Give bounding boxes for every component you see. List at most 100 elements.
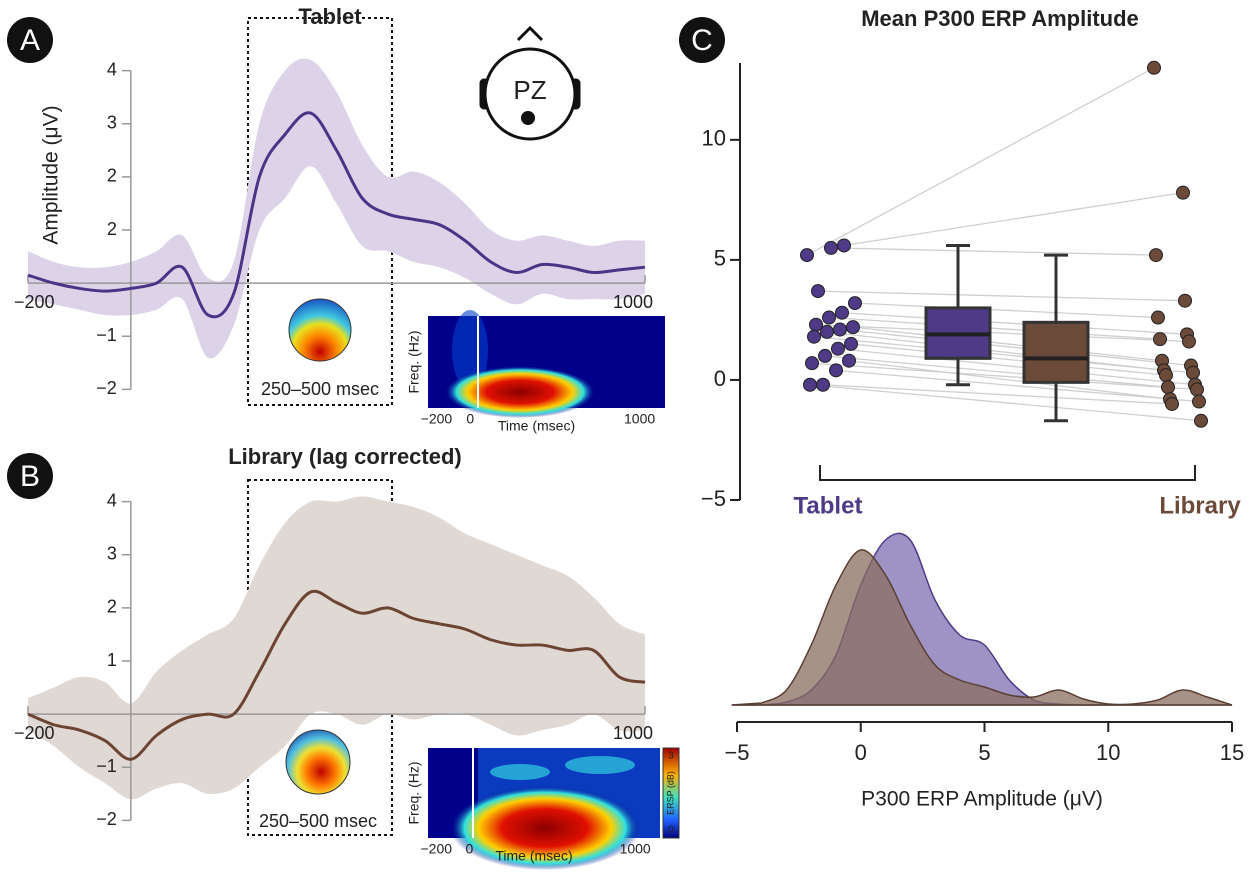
data-point (805, 356, 819, 371)
group-bracket (819, 465, 1196, 481)
data-point (816, 377, 830, 392)
chart-title: Library (lag corrected) (228, 444, 462, 469)
pair-line (824, 355, 1169, 388)
data-point (831, 341, 845, 356)
group-label: Tablet (794, 492, 863, 519)
y-tick-label: 10 (702, 126, 726, 151)
data-point (811, 284, 825, 299)
data-point (1176, 185, 1190, 200)
inset-x-tick-label: 0 (466, 841, 474, 857)
x-tick-label: 1000 (613, 723, 653, 743)
panel-letter: B (20, 460, 40, 493)
pair-line (828, 316, 1161, 340)
data-point (1159, 368, 1173, 383)
pair-line (830, 247, 1157, 256)
y-tick-label: 2 (107, 597, 117, 617)
x-tick-label: 10 (1096, 740, 1120, 765)
data-point (807, 329, 821, 344)
pair-line (817, 290, 1186, 302)
pair-line (826, 331, 1165, 371)
data-point (803, 377, 817, 392)
panel-badge (679, 17, 725, 63)
data-point (1186, 365, 1200, 380)
data-point (1149, 248, 1163, 263)
electrode-icon (479, 25, 581, 141)
inset-x-label: Time (msec) (498, 418, 575, 434)
box (1022, 320, 1090, 384)
pair-line (811, 362, 1198, 391)
data-point (822, 310, 836, 325)
data-point (846, 320, 860, 335)
data-point (1182, 334, 1196, 349)
spectrogram (428, 747, 680, 870)
inset-x-tick-label: −200 (421, 841, 453, 857)
inset-x-tick-label: 0 (466, 411, 474, 427)
topomap (288, 298, 352, 362)
y-tick-label: 0 (714, 366, 726, 391)
electrode-label: PZ (513, 75, 546, 105)
data-point (848, 296, 862, 311)
y-tick-label: 3 (107, 544, 117, 564)
inset-x-tick-label: −200 (421, 411, 453, 427)
y-tick-label: −2 (96, 378, 117, 398)
x-tick-label: 0 (855, 740, 867, 765)
confidence-band (28, 496, 645, 800)
y-tick-label: 1 (107, 650, 117, 670)
y-tick-label: 4 (107, 490, 117, 510)
density-area (731, 549, 1233, 706)
pair-line (854, 302, 1159, 319)
y-tick-label: 5 (714, 246, 726, 271)
spectrogram (428, 310, 665, 418)
data-point (833, 322, 847, 337)
colorbar-label: ERSP (dB) (665, 771, 675, 815)
data-point (820, 324, 834, 339)
window-label: 250–500 msec (259, 811, 377, 831)
x-tick-label: 1000 (613, 292, 653, 312)
mean-line (27, 111, 646, 319)
pair-line (822, 384, 1173, 405)
y-tick-label: −1 (96, 325, 117, 345)
window-label: 250–500 msec (261, 379, 379, 399)
inset-x-label: Time (msec) (495, 848, 572, 864)
pair-line (852, 326, 1163, 362)
y-tick-label: 2 (107, 166, 117, 186)
data-point (842, 353, 856, 368)
data-point (1192, 394, 1206, 409)
pair-line (835, 369, 1200, 403)
panel-badge (7, 17, 53, 63)
data-point (1190, 382, 1204, 397)
inset-y-label: Freq. (Hz) (406, 331, 422, 394)
colorbar-tick-label: 0 (668, 825, 674, 836)
data-point (1194, 413, 1208, 428)
pair-line (850, 343, 1167, 376)
x-tick-label: 15 (1220, 740, 1244, 765)
data-point (1153, 332, 1167, 347)
pair-line (837, 348, 1196, 386)
y-axis-label: Amplitude (μV) (40, 105, 63, 244)
data-point (837, 238, 851, 253)
data-point (1165, 396, 1179, 411)
pair-line (806, 67, 1155, 256)
y-tick-label: 3 (107, 113, 117, 133)
topomap (285, 729, 351, 795)
panel-letter: C (691, 24, 713, 57)
y-tick-label: −5 (701, 486, 726, 511)
data-point (829, 363, 843, 378)
data-point (800, 248, 814, 263)
y-tick-label: 4 (107, 59, 117, 79)
pair-line (841, 312, 1188, 335)
y-tick-label: −1 (96, 756, 117, 776)
window-box (247, 479, 393, 836)
inset-x-tick-label: 1000 (620, 841, 651, 857)
x-axis-label: P300 ERP Amplitude (μV) (861, 788, 1103, 811)
y-tick-label: −2 (96, 809, 117, 829)
data-point (1151, 310, 1165, 325)
panel-letter: A (20, 24, 40, 57)
pair-line (839, 328, 1192, 367)
group-label: Library (1159, 492, 1241, 519)
data-point (835, 305, 849, 320)
data-point (818, 348, 832, 363)
mean-line (27, 589, 646, 761)
x-tick-label: −5 (724, 740, 749, 765)
